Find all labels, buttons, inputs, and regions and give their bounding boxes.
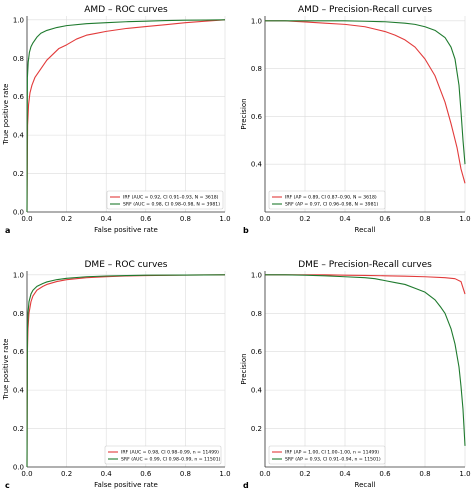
y-tick-label: 1.0 bbox=[13, 16, 24, 24]
legend-box bbox=[104, 445, 222, 465]
x-tick-label: 0.8 bbox=[419, 215, 430, 223]
legend-label: SRF (AUC = 0.98, CI 0.98–0.98, N = 3981) bbox=[123, 202, 220, 208]
legend: IRF (AP = 1.00, CI 1.00–1.00, n = 11499)… bbox=[268, 445, 386, 465]
y-tick-label: 0.2 bbox=[251, 425, 262, 433]
x-tick-label: 0.4 bbox=[101, 470, 113, 478]
x-axis-label: Recall bbox=[355, 226, 376, 234]
series-line-red bbox=[265, 20, 466, 184]
chart-panel-b: 0.0 0.2 0.4 0.6 0.8 1.0 0.4 0.6 0.8 1.0 AMD – Prec… bbox=[240, 5, 471, 235]
x-tick-label: 0.2 bbox=[299, 215, 310, 223]
y-tick-label: 1.0 bbox=[13, 271, 24, 279]
x-tick-label: 0.6 bbox=[140, 470, 152, 478]
y-tick-label: 0.8 bbox=[13, 55, 24, 63]
y-tick-label: 0.8 bbox=[13, 310, 24, 318]
chart-panel-d: 0.0 0.2 0.4 0.6 0.8 1.0 0.2 0.4 0.6 0.8 1.0 DME – P… bbox=[240, 260, 471, 490]
chart-panel-c: 0.0 0.2 0.4 0.6 0.8 1.0 0.0 0.2 0.4 0.6 0.8 1.0 DME … bbox=[2, 260, 231, 490]
legend-label: IRF (AP = 1.00, CI 1.00–1.00, n = 11499) bbox=[285, 450, 379, 456]
x-tick-label: 1.0 bbox=[459, 470, 470, 478]
y-tick-label: 0.2 bbox=[13, 170, 24, 178]
legend-label: IRF (AUC = 0.92, CI 0.91–0.93, N = 3618) bbox=[123, 195, 219, 201]
x-tick-label: 0.0 bbox=[21, 470, 32, 478]
x-tick-label: 0.2 bbox=[299, 470, 310, 478]
legend: IRF (AUC = 0.92, CI 0.91–0.93, N = 3618)… bbox=[106, 190, 224, 210]
x-tick-label: 0.6 bbox=[140, 215, 152, 223]
x-tick-label: 0.8 bbox=[180, 215, 191, 223]
y-tick-label: 0.4 bbox=[251, 387, 263, 395]
y-tick-label: 0.6 bbox=[13, 348, 25, 356]
legend-label: SRF (AP = 0.97, CI 0.96–0.98, N = 3981) bbox=[285, 202, 378, 208]
legend-label: IRF (AP = 0.89, CI 0.87–0.90, N = 3618) bbox=[285, 195, 377, 201]
panel-letter: c bbox=[5, 481, 10, 490]
y-axis-label: Precision bbox=[240, 98, 248, 129]
x-tick-label: 0.2 bbox=[61, 470, 72, 478]
y-tick-label: 0.4 bbox=[251, 161, 263, 169]
y-axis-label: True positive rate bbox=[2, 84, 10, 146]
x-tick-label: 0.6 bbox=[379, 470, 391, 478]
x-tick-label: 0.0 bbox=[259, 215, 270, 223]
panel-letter: d bbox=[243, 481, 249, 490]
x-tick-label: 1.0 bbox=[219, 470, 230, 478]
x-tick-label: 0.4 bbox=[339, 215, 351, 223]
chart-panel-a: 0.0 0.2 0.4 0.6 0.8 1.0 0.0 0.2 0.4 0.6 0.8 1.0 AMD … bbox=[2, 5, 231, 235]
legend-label: SRF (AUC = 0.99, CI 0.98–0.99, n = 11501… bbox=[121, 457, 221, 463]
x-tick-label: 0.0 bbox=[259, 470, 270, 478]
y-tick-label: 0.8 bbox=[251, 310, 262, 318]
y-tick-label: 0.8 bbox=[251, 65, 262, 73]
x-axis-label: Recall bbox=[355, 481, 376, 489]
y-tick-label: 1.0 bbox=[251, 17, 262, 25]
panel-letter: a bbox=[5, 226, 10, 235]
y-tick-label: 0.2 bbox=[13, 425, 24, 433]
series-line-green bbox=[26, 274, 226, 468]
x-tick-label: 1.0 bbox=[459, 215, 470, 223]
series-line-green bbox=[265, 274, 466, 446]
series-line-green bbox=[26, 19, 226, 213]
y-tick-label: 0.0 bbox=[13, 464, 24, 472]
chart-title: AMD – ROC curves bbox=[84, 5, 168, 15]
x-tick-label: 0.8 bbox=[419, 470, 430, 478]
legend: IRF (AP = 0.89, CI 0.87–0.90, N = 3618)S… bbox=[268, 190, 386, 210]
x-tick-label: 0.4 bbox=[339, 470, 351, 478]
chart-title: DME – ROC curves bbox=[85, 260, 168, 270]
x-tick-label: 0.6 bbox=[379, 215, 391, 223]
y-axis-label: Precision bbox=[240, 353, 248, 384]
series-line-red bbox=[26, 274, 226, 468]
legend-label: IRF (AUC = 0.98, CI 0.98–0.99, n = 11499… bbox=[121, 450, 219, 456]
y-tick-label: 0.4 bbox=[13, 132, 25, 140]
legend-box bbox=[268, 190, 386, 210]
x-tick-label: 0.0 bbox=[21, 215, 32, 223]
legend: IRF (AUC = 0.98, CI 0.98–0.99, n = 11499… bbox=[104, 445, 222, 465]
y-tick-label: 0.6 bbox=[13, 93, 25, 101]
legend-box bbox=[268, 445, 386, 465]
x-tick-label: 0.4 bbox=[101, 215, 113, 223]
y-tick-label: 0.6 bbox=[251, 348, 263, 356]
legend-box bbox=[106, 190, 224, 210]
x-axis-label: False positive rate bbox=[94, 481, 158, 489]
series-line-red bbox=[26, 19, 226, 213]
panel-letter: b bbox=[243, 226, 249, 235]
x-axis-label: False positive rate bbox=[94, 226, 158, 234]
y-tick-label: 0.4 bbox=[13, 387, 25, 395]
y-tick-label: 0.6 bbox=[251, 113, 263, 121]
y-tick-label: 0.0 bbox=[13, 209, 24, 217]
chart-title: DME – Precision-Recall curves bbox=[298, 260, 432, 270]
series-line-green bbox=[265, 20, 466, 165]
x-tick-label: 0.2 bbox=[61, 215, 72, 223]
legend-label: SRF (AP = 0.93, CI 0.91–0.94, n = 11501) bbox=[285, 457, 381, 463]
x-tick-label: 1.0 bbox=[219, 215, 230, 223]
y-axis-label: True positive rate bbox=[2, 339, 10, 401]
x-tick-label: 0.8 bbox=[180, 470, 191, 478]
y-tick-label: 1.0 bbox=[251, 271, 262, 279]
chart-title: AMD – Precision-Recall curves bbox=[298, 5, 432, 15]
